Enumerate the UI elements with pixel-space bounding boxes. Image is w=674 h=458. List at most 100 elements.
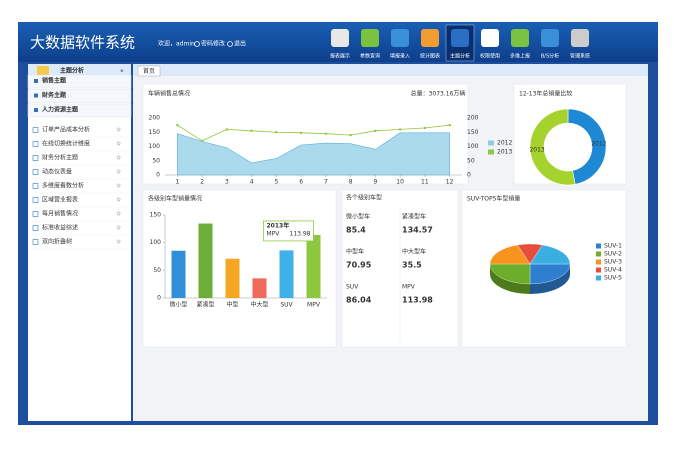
x-tick-label: MPV [307, 302, 321, 309]
toolbar-label[interactable]: 参数查询 [360, 53, 380, 60]
toolbar-label[interactable]: 权限使用 [480, 53, 500, 60]
power-icon [227, 41, 233, 47]
toolbar-icon[interactable] [361, 29, 379, 47]
menu-item[interactable]: 标准收益综述 [42, 224, 78, 232]
menu-item[interactable]: 双向折叠树 [42, 238, 72, 246]
menu-item[interactable]: 每月销售情况 [42, 210, 78, 218]
star: ☆ [116, 197, 121, 204]
star: ☆ [116, 169, 121, 176]
section-icon [34, 79, 38, 83]
logout-link[interactable]: 退出 [234, 40, 246, 48]
toolbar-icon[interactable] [451, 29, 469, 47]
legend-swatch [596, 243, 601, 249]
point [448, 123, 451, 127]
section-label[interactable]: 财务主题 [41, 91, 67, 99]
pie-slice [489, 244, 531, 265]
chart-title: 各级别车型销量情况 [148, 195, 202, 203]
point [299, 131, 303, 135]
legend-swatch [596, 259, 601, 265]
item-icon [32, 239, 39, 245]
y-tick-label: 100 [150, 239, 162, 246]
menu-item[interactable]: 动态仪表盘 [42, 168, 72, 176]
pie-side [530, 264, 570, 294]
y2-tick-label: 200 [467, 115, 479, 122]
toolbar-label[interactable]: 报表展示 [330, 53, 350, 60]
tooltip-name: MPV [267, 230, 281, 237]
level-name: 中大型车 [402, 248, 426, 256]
legend-label: 2013 [497, 149, 512, 156]
legend-swatch [488, 149, 494, 155]
x-tick-label: 9 [373, 179, 377, 186]
tooltip-title: 2013年 [267, 221, 290, 229]
point [374, 129, 377, 133]
tabbar [133, 64, 648, 76]
gear-icon [194, 41, 200, 47]
toolbar-label[interactable]: 管理系统 [570, 53, 590, 60]
item-icon [32, 225, 39, 231]
level-name: 紧凑型车 [402, 213, 426, 221]
toolbar-label[interactable]: 统计图表 [420, 53, 440, 60]
menu-item[interactable]: 财务分析主题 [42, 154, 78, 162]
bar [279, 250, 294, 298]
chart-title: 车辆销售总情况 [148, 90, 190, 98]
section-row[interactable] [27, 103, 132, 118]
password-link[interactable]: 密码修改 [201, 40, 225, 48]
x-tick-label: 微小型 [169, 301, 187, 309]
pie-slice [489, 263, 531, 285]
point [225, 128, 229, 131]
point [423, 126, 427, 130]
legend-label: SUV-3 [604, 259, 622, 266]
toolbar-label[interactable]: 多维上报 [510, 53, 530, 60]
toolbar-label[interactable]: B/S分析 [541, 53, 559, 60]
sidebar [28, 64, 131, 421]
star: ☆ [116, 183, 121, 190]
y-tick-label: 50 [152, 157, 160, 164]
toolbar-icon[interactable] [331, 29, 349, 47]
toolbar-icon[interactable] [511, 29, 529, 47]
slice-label: 2013 [529, 146, 544, 153]
section-row[interactable] [27, 74, 132, 89]
toolbar-icon[interactable] [481, 29, 499, 47]
tab-label[interactable]: 首页 [143, 67, 155, 75]
star: ☆ [116, 155, 121, 162]
star: ☆ [116, 127, 121, 134]
menu-item[interactable]: 订单产品成本分析 [42, 126, 90, 134]
toolbar-icon[interactable] [541, 29, 559, 47]
bar [252, 278, 267, 298]
item-icon [32, 183, 39, 189]
star: ☆ [116, 225, 121, 232]
menu-item[interactable]: 在线切换统计维度 [42, 140, 90, 148]
y-tick-label: 200 [149, 115, 161, 122]
legend-label: SUV-4 [604, 267, 622, 274]
slice-label: 2012 [591, 141, 606, 148]
toolbar-label[interactable]: 填报录入 [390, 53, 410, 60]
menu-item[interactable]: 区域营业报表 [42, 196, 78, 204]
item-icon [32, 197, 39, 203]
x-tick-label: SUV [280, 302, 293, 309]
section-label[interactable]: 销售主题 [42, 77, 67, 85]
level-value: 35.5 [402, 261, 422, 270]
toolbar-label[interactable]: 主题分析 [450, 53, 470, 60]
collapse[interactable]: « [120, 68, 124, 75]
x-tick-label: 4 [250, 179, 254, 186]
legend-label: 2012 [497, 140, 512, 147]
section-label[interactable]: 人力资源主题 [42, 106, 79, 114]
menu-item[interactable]: 多维度看数分析 [42, 182, 84, 190]
tab[interactable] [137, 65, 161, 77]
x-tick-label: 7 [324, 179, 328, 186]
level-name: SUV [346, 284, 359, 291]
section-row[interactable] [27, 89, 132, 103]
toolbar-icon[interactable] [421, 29, 439, 47]
x-tick-label: 10 [396, 179, 404, 186]
star: ☆ [116, 239, 121, 246]
y-tick-label: 0 [157, 295, 161, 302]
legend-swatch [488, 140, 494, 146]
toolbar-icon[interactable] [571, 29, 589, 47]
y-tick-label: 100 [149, 143, 161, 150]
section-icon [34, 108, 38, 112]
chart-title: 12-13年总销量比较 [519, 90, 572, 98]
level-value: 70.95 [346, 261, 372, 270]
level-value: 86.04 [346, 296, 372, 305]
toolbar-icon[interactable] [391, 29, 409, 47]
item-icon [32, 141, 39, 147]
